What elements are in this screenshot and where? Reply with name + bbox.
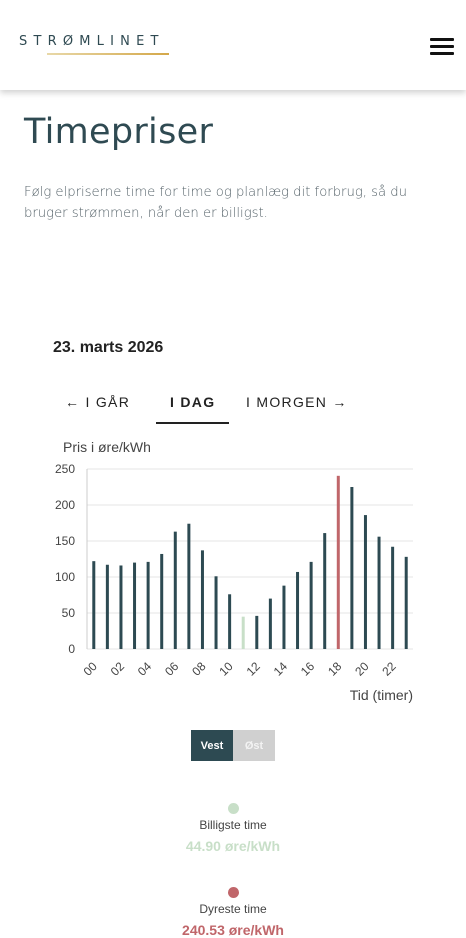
bar-hour-01	[106, 565, 109, 649]
expensive-dot-icon	[228, 887, 239, 898]
x-tick-label: 16	[298, 659, 318, 679]
y-tick-label: 50	[62, 606, 76, 620]
page-title: Timepriser	[24, 112, 213, 152]
x-axis-label: Tid (timer)	[350, 687, 413, 703]
bar-hour-16	[310, 562, 313, 649]
bar-hour-04	[147, 562, 150, 649]
y-tick-label: 100	[55, 570, 75, 584]
y-axis-label: Pris i øre/kWh	[63, 439, 151, 455]
bar-hour-19	[350, 487, 353, 649]
bar-hour-10	[228, 594, 231, 649]
price-chart: 0 50 100 150 200 250 Pris i øre/kWh 00 02 04 06 08 1…	[0, 430, 466, 710]
logo[interactable]: STRØMLINET	[19, 34, 165, 49]
day-tabs: ← I GÅR I DAG I MORGEN →	[53, 394, 373, 426]
y-tick-label: 200	[55, 498, 75, 512]
hamburger-icon[interactable]	[430, 38, 458, 60]
tab-tomorrow[interactable]: I MORGEN →	[246, 394, 348, 424]
x-tick-label: 06	[162, 659, 182, 679]
logo-text: STRØMLINET	[19, 34, 165, 49]
bar-hour-00	[92, 561, 95, 649]
region-toggle: Vest Øst	[191, 730, 275, 761]
bar-hour-14	[282, 586, 285, 649]
bar-hour-09	[215, 576, 218, 649]
y-tick-label: 0	[68, 642, 75, 656]
tab-today[interactable]: I DAG	[170, 394, 215, 424]
expensive-value: 240.53 øre/kWh	[133, 922, 333, 938]
cheapest-label: Billigste time	[133, 818, 333, 832]
intro-text: Følg elpriserne time for time og planlæg…	[24, 182, 444, 224]
x-tick-label: 08	[189, 659, 209, 679]
bar-hour-21	[378, 537, 381, 649]
site-header: STRØMLINET	[0, 0, 466, 90]
bar-hour-06	[174, 532, 177, 649]
bar-hour-05	[160, 554, 163, 649]
x-tick-label: 12	[244, 659, 264, 679]
x-tick-label: 22	[379, 659, 399, 679]
cheapest-value: 44.90 øre/kWh	[133, 838, 333, 854]
x-tick-label: 04	[135, 659, 155, 679]
bar-hour-12	[255, 616, 258, 649]
active-tab-indicator	[156, 422, 229, 424]
cheapest-hour-stat: Billigste time 44.90 øre/kWh	[133, 803, 333, 854]
date-label: 23. marts 2026	[53, 339, 163, 357]
bar-hour-22	[391, 547, 394, 649]
expensive-hour-stat: Dyreste time 240.53 øre/kWh	[133, 887, 333, 938]
region-vest-button[interactable]: Vest	[191, 730, 233, 761]
bar-hour-18	[337, 476, 340, 649]
x-tick-label: 00	[81, 659, 101, 679]
logo-underline	[47, 53, 169, 55]
x-tick-label: 18	[325, 659, 345, 679]
y-tick-label: 250	[55, 462, 75, 476]
bar-hour-23	[405, 557, 408, 649]
y-tick-label: 150	[55, 534, 75, 548]
region-oest-button[interactable]: Øst	[233, 730, 275, 761]
x-tick-label: 14	[271, 659, 291, 679]
bar-hour-07	[187, 524, 190, 649]
expensive-label: Dyreste time	[133, 902, 333, 916]
bar-hour-03	[133, 563, 136, 649]
x-tick-label: 02	[108, 659, 128, 679]
cheapest-dot-icon	[228, 803, 239, 814]
bar-hour-08	[201, 550, 204, 649]
bar-hour-20	[364, 515, 367, 649]
bar-hour-13	[269, 599, 272, 649]
x-tick-label: 10	[216, 659, 236, 679]
tab-yesterday[interactable]: ← I GÅR	[65, 394, 130, 424]
bar-hour-17	[323, 533, 326, 649]
x-tick-label: 20	[352, 659, 372, 679]
bar-hour-02	[119, 565, 122, 649]
bar-hour-15	[296, 572, 299, 649]
bar-hour-11	[242, 617, 245, 649]
